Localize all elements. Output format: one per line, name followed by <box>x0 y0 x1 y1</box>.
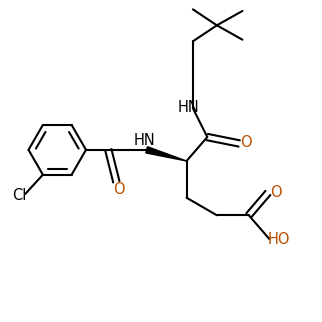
Text: O: O <box>270 185 281 200</box>
Text: HN: HN <box>177 100 199 115</box>
Text: O: O <box>113 182 125 197</box>
Polygon shape <box>146 147 186 161</box>
Text: O: O <box>241 135 252 150</box>
Text: HO: HO <box>267 232 290 247</box>
Text: HN: HN <box>133 133 155 148</box>
Text: Cl: Cl <box>12 188 26 203</box>
